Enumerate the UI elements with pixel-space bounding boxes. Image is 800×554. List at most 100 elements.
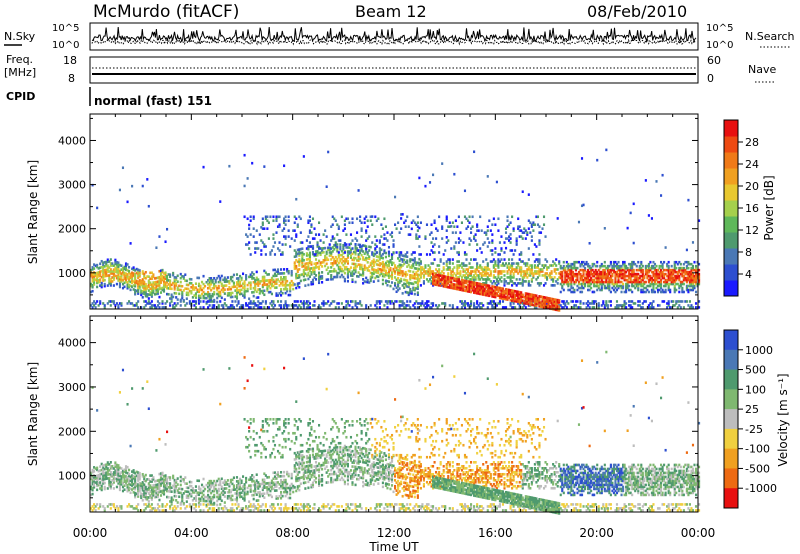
range-time-cell <box>480 276 483 279</box>
range-time-cell <box>652 264 655 268</box>
range-time-cell <box>251 161 254 165</box>
range-time-cell <box>476 266 479 269</box>
range-time-cell <box>512 291 515 295</box>
range-time-cell <box>428 270 432 273</box>
range-time-cell <box>594 280 597 284</box>
range-time-cell <box>571 274 574 278</box>
range-time-cell <box>644 272 647 276</box>
range-time-cell <box>346 272 349 275</box>
range-time-cell <box>649 260 652 264</box>
range-time-cell <box>433 272 436 275</box>
range-time-cell <box>681 300 684 303</box>
range-time-cell <box>93 281 96 284</box>
range-time-cell <box>204 284 207 288</box>
range-time-cell <box>436 229 439 232</box>
range-time-cell <box>462 241 465 244</box>
range-time-cell <box>390 275 394 278</box>
range-time-cell <box>273 272 277 276</box>
range-time-cell <box>120 274 123 277</box>
range-time-cell <box>269 302 272 305</box>
range-time-cell <box>489 290 492 294</box>
range-time-cell <box>463 189 467 193</box>
range-time-cell <box>432 274 435 278</box>
range-time-cell <box>672 270 675 274</box>
range-time-cell <box>673 288 676 292</box>
range-time-cell <box>515 241 518 244</box>
range-time-cell <box>94 274 97 278</box>
range-time-cell <box>254 247 257 250</box>
range-time-cell <box>622 286 625 290</box>
range-time-cell <box>369 275 372 279</box>
range-time-cell <box>390 255 394 259</box>
range-time-cell <box>664 280 667 284</box>
range-time-cell <box>307 253 310 257</box>
range-time-cell <box>146 496 149 499</box>
range-time-cell <box>571 262 574 266</box>
range-time-cell <box>530 301 533 304</box>
range-time-cell <box>661 264 664 268</box>
range-time-cell <box>514 249 517 252</box>
range-time-cell <box>398 269 401 273</box>
range-time-cell <box>465 227 468 230</box>
range-time-cell <box>248 241 251 244</box>
range-time-cell <box>605 274 608 278</box>
range-time-cell <box>492 302 495 305</box>
range-time-cell <box>647 306 650 309</box>
range-time-cell <box>298 215 301 219</box>
range-time-cell <box>395 300 398 303</box>
range-time-cell <box>102 480 105 483</box>
range-time-cell <box>497 258 500 261</box>
range-time-cell <box>311 217 315 221</box>
range-time-cell <box>208 294 211 298</box>
range-time-cell <box>99 465 102 468</box>
range-time-cell <box>121 166 125 170</box>
range-time-cell <box>197 282 201 286</box>
range-time-cell <box>571 276 574 280</box>
range-time-cell <box>538 231 541 234</box>
range-time-cell <box>445 262 448 265</box>
range-time-cell <box>147 297 150 300</box>
range-time-cell <box>214 280 217 284</box>
range-time-cell <box>463 253 467 256</box>
range-time-cell <box>535 278 538 281</box>
range-time-cell <box>124 483 128 486</box>
range-time-cell <box>463 304 467 307</box>
range-time-cell <box>102 261 105 265</box>
range-time-cell <box>161 302 164 305</box>
range-time-cell <box>235 281 239 284</box>
range-time-cell <box>462 285 465 288</box>
range-time-cell <box>137 290 140 293</box>
range-time-cell <box>667 282 670 286</box>
range-time-cell <box>286 269 289 273</box>
range-time-cell <box>166 292 169 296</box>
range-time-cell <box>301 261 304 264</box>
range-time-cell <box>240 292 243 296</box>
range-time-cell <box>658 304 661 307</box>
range-time-cell <box>302 252 305 256</box>
range-time-cell <box>594 284 597 288</box>
range-time-cell <box>131 267 134 271</box>
range-time-cell <box>220 274 223 278</box>
range-time-cell <box>398 306 401 309</box>
range-time-cell <box>453 287 456 290</box>
range-time-cell <box>117 277 120 280</box>
range-time-cell <box>558 262 561 265</box>
range-time-cell <box>325 250 328 254</box>
range-time-cell <box>676 276 679 280</box>
range-time-cell <box>407 233 410 236</box>
range-time-cell <box>117 263 120 266</box>
range-time-cell <box>255 278 258 282</box>
range-time-cell <box>96 279 99 283</box>
range-time-cell <box>653 278 657 282</box>
range-time-cell <box>173 281 176 285</box>
range-time-cell <box>284 302 287 305</box>
range-time-cell <box>378 263 381 267</box>
range-time-cell <box>532 276 535 279</box>
range-time-cell <box>149 496 152 499</box>
range-time-cell <box>352 262 356 266</box>
range-time-cell <box>120 264 123 267</box>
range-time-cell <box>360 221 363 225</box>
range-time-cell <box>406 261 409 264</box>
range-time-cell <box>650 266 653 270</box>
range-time-cell <box>503 297 506 301</box>
